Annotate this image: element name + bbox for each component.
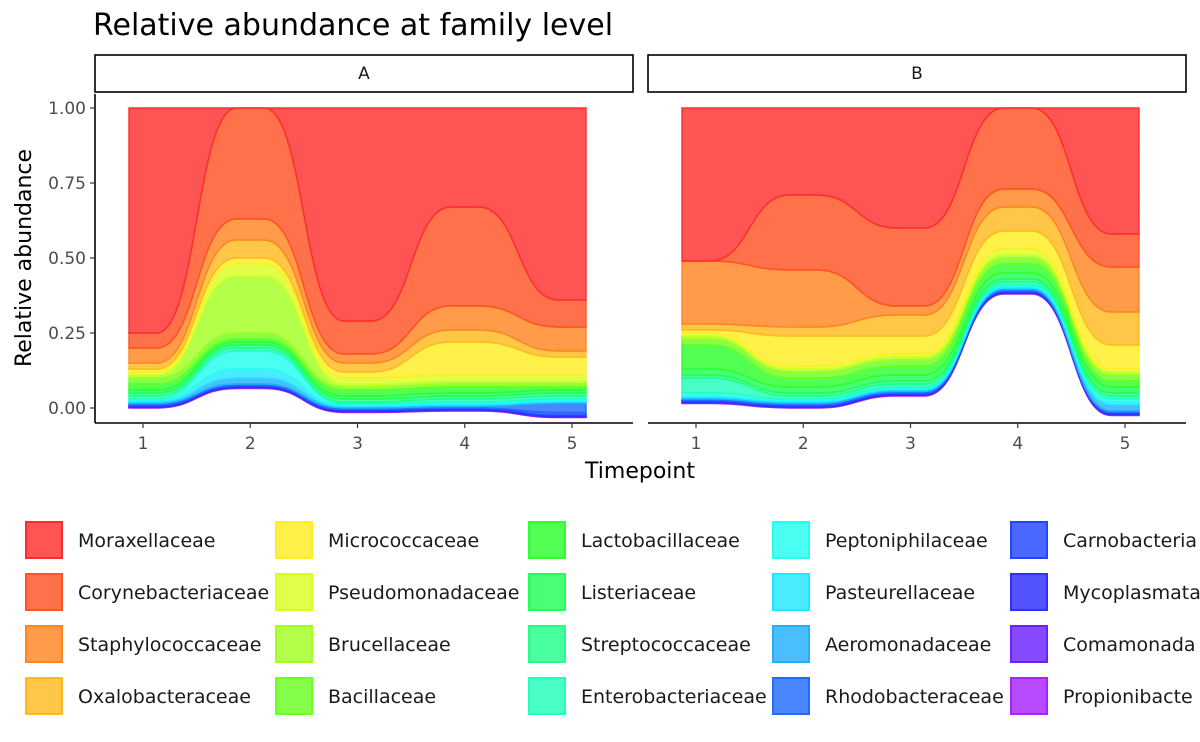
alluvium-moraxellaceae [681, 107, 1140, 262]
legend-label: Enterobacteriaceae [581, 686, 767, 708]
legend-item: Enterobacteriaceae [528, 677, 767, 715]
legend-item: Comamonada [1010, 625, 1196, 663]
legend-item: Listeriaceae [528, 573, 696, 611]
legend-label: Streptococcaceae [581, 634, 751, 656]
x-tick-label: 1 [138, 434, 149, 454]
y-tick-label: 0.00 [48, 399, 86, 419]
facet-strip [94, 54, 634, 93]
x-tick-label: 5 [1120, 434, 1131, 454]
legend-item: Bacillaceae [275, 677, 436, 715]
legend-label: Pasteurellaceae [825, 582, 975, 604]
legend-item: Streptococcaceae [528, 625, 751, 663]
facet-strip [647, 54, 1187, 93]
legend-swatch [772, 625, 810, 663]
x-tick-label: 2 [245, 434, 256, 454]
legend-label: Rhodobacteraceae [825, 686, 1004, 708]
legend-item: Peptoniphilaceae [772, 521, 988, 559]
legend-label: Bacillaceae [328, 686, 436, 708]
facet-panel-B: B 1 2 3 4 5 [647, 54, 1187, 454]
y-tick-label: 0.25 [48, 324, 86, 344]
alluvium-moraxellaceae [128, 107, 587, 334]
legend-swatch [772, 573, 810, 611]
alluvial-bands [128, 107, 587, 419]
legend-item: Brucellaceae [275, 625, 451, 663]
legend-swatch [528, 521, 566, 559]
x-tick-label: 4 [459, 434, 470, 454]
x-tick-label: 2 [798, 434, 809, 454]
x-axis-title: Timepoint [584, 459, 695, 484]
legend-label: Propionibacte [1063, 686, 1193, 708]
chart-title: Relative abundance at family level [93, 8, 613, 43]
y-tick-label: 1.00 [48, 99, 86, 119]
facet-panels: A 0.00 0.25 0.50 0.75 1.00 1 2 3 4 5 B 1 2 3 4 5 [48, 54, 1187, 454]
legend-label: Listeriaceae [581, 582, 696, 604]
legend-label: Corynebacteriaceae [78, 582, 269, 604]
legend-label: Comamonada [1063, 634, 1196, 656]
legend-item: Aeromonadaceae [772, 625, 991, 663]
legend-swatch [25, 677, 63, 715]
legend-item: Micrococcaceae [275, 521, 479, 559]
y-axis-title: Relative abundance [12, 149, 37, 367]
legend-item: Carnobacteria [1010, 521, 1197, 559]
legend-swatch [275, 677, 313, 715]
y-tick-label: 0.75 [48, 174, 86, 194]
legend-item: Rhodobacteraceae [772, 677, 1004, 715]
legend-label: Moraxellaceae [78, 530, 216, 552]
legend-item: Mycoplasmata [1010, 573, 1200, 611]
legend-label: Staphylococcaceae [78, 634, 261, 656]
legend-swatch [275, 573, 313, 611]
x-tick-label: 3 [905, 434, 916, 454]
legend-swatch [528, 625, 566, 663]
legend-item: Pasteurellaceae [772, 573, 975, 611]
legend-item: Corynebacteriaceae [25, 573, 269, 611]
legend-swatch [1010, 677, 1048, 715]
facet-panel-A: A 0.00 0.25 0.50 0.75 1.00 1 2 3 4 5 [48, 54, 634, 454]
legend: Moraxellaceae Corynebacteriaceae Staphyloc… [25, 521, 1200, 715]
legend-swatch [275, 625, 313, 663]
legend-label: Aeromonadaceae [825, 634, 991, 656]
legend-swatch [772, 677, 810, 715]
legend-swatch [1010, 625, 1048, 663]
legend-label: Micrococcaceae [328, 530, 479, 552]
legend-swatch [772, 521, 810, 559]
legend-item: Pseudomonadaceae [275, 573, 519, 611]
legend-label: Carnobacteria [1063, 530, 1197, 552]
facet-strip-label: B [911, 64, 923, 84]
legend-item: Lactobacillaceae [528, 521, 740, 559]
alluvial-bands [681, 107, 1140, 417]
legend-item: Propionibacte [1010, 677, 1193, 715]
legend-label: Brucellaceae [328, 634, 451, 656]
legend-swatch [25, 521, 63, 559]
y-tick-label: 0.50 [48, 249, 86, 269]
legend-swatch [25, 625, 63, 663]
legend-swatch [528, 573, 566, 611]
x-tick-label: 1 [691, 434, 702, 454]
legend-item: Staphylococcaceae [25, 625, 261, 663]
legend-swatch [25, 573, 63, 611]
legend-label: Pseudomonadaceae [328, 582, 519, 604]
x-tick-label: 4 [1012, 434, 1023, 454]
legend-swatch [528, 677, 566, 715]
facet-strip-label: A [358, 64, 370, 84]
legend-label: Mycoplasmata [1063, 582, 1200, 604]
x-tick-label: 3 [352, 434, 363, 454]
legend-swatch [1010, 521, 1048, 559]
legend-label: Lactobacillaceae [581, 530, 740, 552]
legend-item: Oxalobacteraceae [25, 677, 251, 715]
legend-label: Oxalobacteraceae [78, 686, 251, 708]
legend-label: Peptoniphilaceae [825, 530, 988, 552]
x-tick-label: 5 [567, 434, 578, 454]
legend-swatch [275, 521, 313, 559]
legend-item: Moraxellaceae [25, 521, 216, 559]
legend-swatch [1010, 573, 1048, 611]
